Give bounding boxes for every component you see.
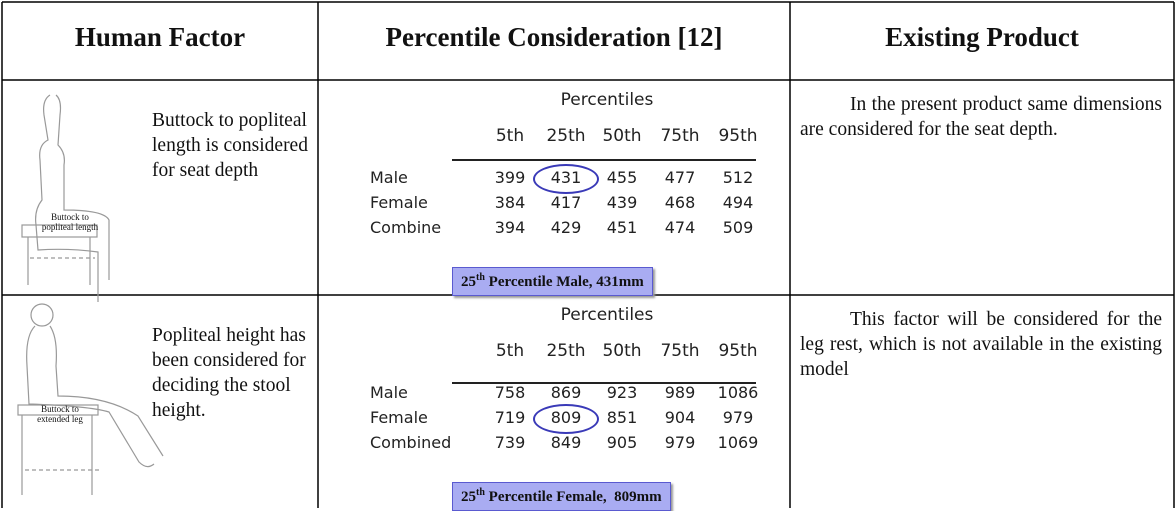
callout: 25th Percentile Male, 431mm <box>452 267 653 296</box>
header: Percentile Consideration [12] <box>385 22 723 52</box>
callout-number: 25 <box>461 489 476 505</box>
percentile-value: 384 <box>494 193 526 212</box>
percentile-value: 509 <box>722 218 754 237</box>
percentile-title: Percentiles <box>560 305 654 325</box>
percentile-value: 758 <box>494 383 526 402</box>
group-label: Male <box>370 383 408 402</box>
existing-text: This factor will be considered for the l… <box>800 309 1162 380</box>
factor-text: Popliteal height has been considered for… <box>152 325 306 421</box>
column-header: 75th <box>660 341 700 361</box>
figure-label: Buttock to popliteal length <box>41 212 99 232</box>
callout-suffix: th <box>476 272 485 283</box>
percentile-value: 923 <box>606 383 638 402</box>
figure-standing <box>21 94 110 302</box>
column-header: 25th <box>546 341 586 361</box>
group-label: Female <box>370 408 428 427</box>
column-header: 25th <box>546 126 586 146</box>
percentile-value: 477 <box>664 168 696 187</box>
percentile-value: 394 <box>494 218 526 237</box>
callout-text: Percentile Female, 809mm <box>488 489 662 505</box>
column-header: 50th <box>602 341 642 361</box>
highlight-circle <box>533 164 599 194</box>
percentile-value: 904 <box>664 408 696 427</box>
column-header: 95th <box>718 126 758 146</box>
percentile-value: 1069 <box>717 433 759 452</box>
percentile-value: 739 <box>494 433 526 452</box>
percentile-value: 494 <box>722 193 754 212</box>
column-header: 5th <box>495 126 525 146</box>
percentile-value: 451 <box>606 218 638 237</box>
column-header: 5th <box>495 341 525 361</box>
percentile-value: 468 <box>664 193 696 212</box>
group-label: Combine <box>370 218 442 237</box>
header: Existing Product <box>885 22 1079 52</box>
percentile-value: 429 <box>550 218 582 237</box>
callout-text: Percentile Male, 431mm <box>488 274 644 290</box>
percentile-value: 989 <box>664 383 696 402</box>
percentile-value: 979 <box>722 408 754 427</box>
group-label: Female <box>370 193 428 212</box>
column-header: 95th <box>718 341 758 361</box>
percentile-title: Percentiles <box>560 90 654 110</box>
callout: 25th Percentile Female, 809mm <box>452 482 671 511</box>
percentile-value: 1086 <box>717 383 759 402</box>
percentile-value: 905 <box>606 433 638 452</box>
percentile-value: 455 <box>606 168 638 187</box>
percentile-value: 474 <box>664 218 696 237</box>
callout-suffix: th <box>476 487 485 498</box>
percentile-value: 849 <box>550 433 582 452</box>
percentile-value: 869 <box>550 383 582 402</box>
column-header: 75th <box>660 126 700 146</box>
header: Human Factor <box>74 22 246 52</box>
figure-label: Buttock to extended leg <box>37 404 83 424</box>
existing-text: In the present product same dimensions a… <box>800 94 1162 140</box>
column-header: 50th <box>602 126 642 146</box>
highlight-circle <box>533 404 599 434</box>
percentile-value: 719 <box>494 408 526 427</box>
percentile-value: 979 <box>664 433 696 452</box>
percentile-value: 439 <box>606 193 638 212</box>
group-label: Combined <box>370 433 452 452</box>
group-label: Male <box>370 168 408 187</box>
figure-seated <box>17 303 164 495</box>
factor-text: Buttock to popliteal length is considere… <box>152 110 308 181</box>
callout-number: 25 <box>461 274 476 290</box>
percentile-value: 399 <box>494 168 526 187</box>
percentile-value: 851 <box>606 408 638 427</box>
percentile-value: 512 <box>722 168 754 187</box>
percentile-value: 417 <box>550 193 582 212</box>
